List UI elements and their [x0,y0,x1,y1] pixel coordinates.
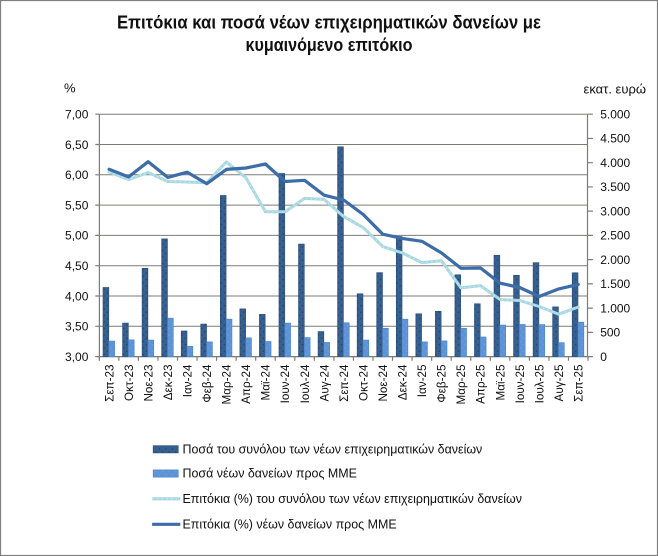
svg-text:4,00: 4,00 [65,289,89,303]
svg-text:Ιουλ-24: Ιουλ-24 [299,364,312,403]
svg-text:Ιαν-24: Ιαν-24 [181,364,194,397]
svg-text:1.000: 1.000 [600,301,630,315]
svg-text:6,50: 6,50 [65,138,89,152]
svg-text:Μαϊ-25: Μαϊ-25 [494,364,507,400]
svg-text:2.500: 2.500 [600,229,630,243]
svg-text:Μαρ-25: Μαρ-25 [455,364,468,405]
svg-text:2.000: 2.000 [600,253,630,267]
svg-text:Οκτ-24: Οκτ-24 [357,364,370,401]
svg-text:Αυγ-25: Αυγ-25 [553,364,566,401]
svg-text:Ιουλ-25: Ιουλ-25 [533,364,546,403]
svg-text:Φεβ-25: Φεβ-25 [436,364,449,403]
svg-text:%: % [64,81,76,96]
svg-text:Οκτ-23: Οκτ-23 [123,365,136,401]
svg-text:Απρ-25: Απρ-25 [475,364,488,404]
svg-text:3,00: 3,00 [65,350,89,364]
svg-text:Δεκ-23: Δεκ-23 [162,365,175,401]
svg-text:5.000: 5.000 [600,108,630,122]
svg-text:Νοε-23: Νοε-23 [142,365,155,402]
svg-text:5,00: 5,00 [65,229,89,243]
svg-text:3,50: 3,50 [65,320,89,334]
svg-text:εκατ. ευρώ: εκατ. ευρώ [584,82,646,97]
svg-text:7,00: 7,00 [65,108,89,122]
svg-text:Νοε-24: Νοε-24 [377,364,390,402]
svg-text:5,50: 5,50 [65,198,89,212]
svg-text:κυμαινόμενο επιτόκιο: κυμαινόμενο επιτόκιο [246,35,413,55]
svg-text:0: 0 [600,350,607,364]
svg-text:3.500: 3.500 [600,180,630,194]
svg-text:Δεκ-24: Δεκ-24 [397,364,410,400]
svg-text:Σεπ-25: Σεπ-25 [572,364,585,402]
svg-text:Σεπ-23: Σεπ-23 [103,365,116,402]
svg-text:Ποσά του συνόλου των νέων επιχ: Ποσά του συνόλου των νέων επιχειρηματικώ… [183,443,483,457]
svg-text:Επιτόκια (%) νέων δανείων προς: Επιτόκια (%) νέων δανείων προς ΜΜΕ [183,518,397,532]
svg-text:Μαϊ-24: Μαϊ-24 [260,364,273,400]
svg-text:3.000: 3.000 [600,204,630,218]
svg-text:Μαρ-24: Μαρ-24 [221,364,234,405]
svg-text:4,50: 4,50 [65,259,89,273]
svg-text:4.000: 4.000 [600,156,630,170]
svg-text:Σεπ-24: Σεπ-24 [338,364,351,402]
svg-text:1.500: 1.500 [600,277,630,291]
svg-text:Ποσά νέων δανείων προς ΜΜΕ: Ποσά νέων δανείων προς ΜΜΕ [183,467,357,481]
svg-text:6,00: 6,00 [65,168,89,182]
svg-text:Επιτόκια και ποσά νέων επιχειρ: Επιτόκια και ποσά νέων επιχειρηματικών δ… [117,12,541,32]
svg-text:Αυγ-24: Αυγ-24 [318,364,331,401]
svg-text:Απρ-24: Απρ-24 [240,364,253,404]
svg-text:Φεβ-24: Φεβ-24 [201,364,214,403]
svg-text:Ιαν-25: Ιαν-25 [416,364,429,397]
svg-text:Επιτόκια (%) του συνόλου των ν: Επιτόκια (%) του συνόλου των νέων επιχει… [183,492,522,506]
svg-text:Ιουν-25: Ιουν-25 [514,364,527,403]
svg-text:500: 500 [600,326,620,340]
svg-text:4.500: 4.500 [600,132,630,146]
svg-text:Ιουν-24: Ιουν-24 [279,364,292,403]
